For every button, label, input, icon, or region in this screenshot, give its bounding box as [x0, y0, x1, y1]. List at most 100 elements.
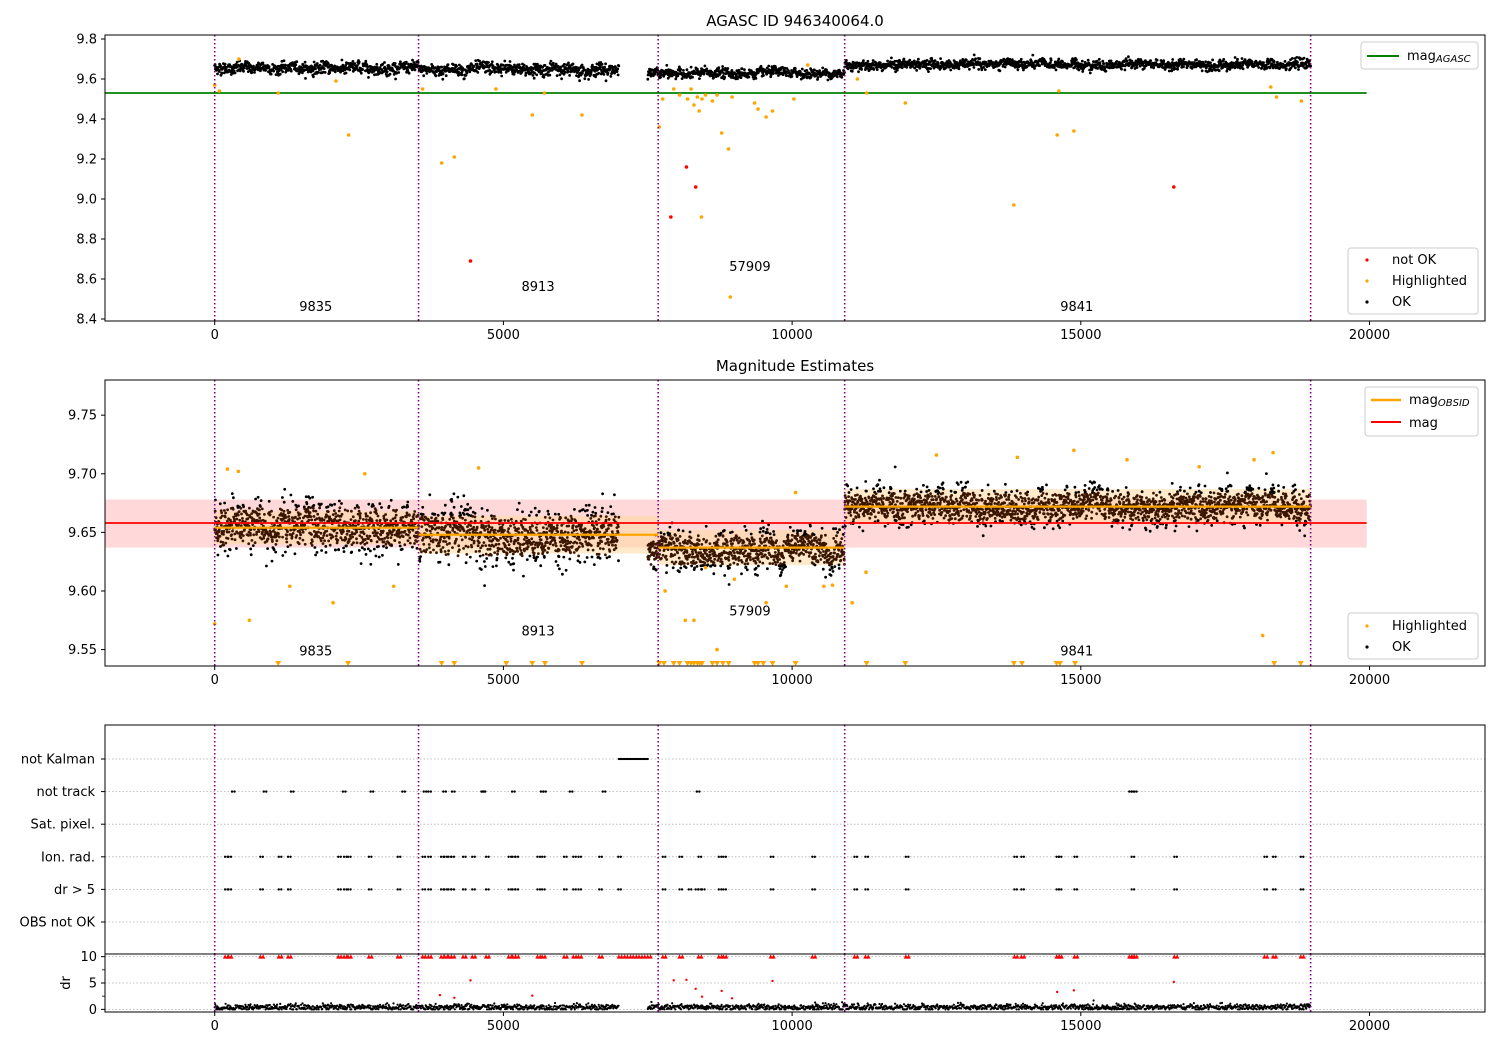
obsid-label: 9841 — [1060, 300, 1093, 315]
ok-point — [513, 63, 516, 67]
ok-point — [375, 540, 379, 544]
ok-point — [411, 545, 414, 549]
ok-point — [451, 526, 455, 530]
ok-point — [455, 64, 458, 68]
ok-point — [743, 68, 746, 71]
ok-point — [443, 511, 447, 515]
ok-point — [518, 546, 522, 549]
ok-point — [420, 550, 423, 554]
ok-point — [490, 526, 494, 530]
ok-point — [606, 511, 610, 514]
ok-point — [406, 505, 409, 509]
ok-point — [325, 529, 329, 533]
ok-point — [389, 498, 393, 502]
ok-point — [543, 515, 547, 519]
ok-point — [1080, 59, 1084, 63]
ok-point — [477, 541, 481, 544]
ok-point — [216, 537, 220, 540]
ok-point — [1003, 65, 1007, 69]
highlighted-point — [855, 77, 860, 81]
ok-point — [1155, 58, 1159, 62]
ok-point — [452, 516, 455, 520]
ok-point — [230, 537, 234, 541]
ok-point — [450, 513, 454, 517]
ok-point — [247, 542, 251, 546]
highlighted-point — [792, 97, 796, 101]
ok-point — [440, 65, 444, 69]
not-ok-point — [669, 215, 673, 219]
ok-point — [226, 554, 230, 558]
ok-point — [386, 536, 390, 540]
ok-point — [712, 76, 715, 79]
ok-point — [396, 563, 400, 566]
ok-point — [1296, 61, 1299, 64]
ok-point — [255, 530, 259, 534]
ok-point — [915, 69, 919, 72]
ok-point — [860, 68, 863, 71]
ok-point — [589, 517, 593, 520]
ok-point — [452, 505, 456, 509]
ok-point — [281, 535, 284, 539]
ok-point — [301, 538, 305, 542]
ok-point — [1101, 59, 1105, 63]
ok-point — [355, 537, 358, 541]
ok-point — [447, 563, 451, 567]
ok-point — [307, 518, 311, 522]
ok-point — [344, 537, 348, 541]
ok-point — [224, 541, 228, 545]
ok-point — [489, 553, 493, 557]
ok-point — [361, 68, 364, 71]
ok-point — [314, 553, 317, 557]
ok-point — [818, 69, 821, 72]
ok-point — [1272, 60, 1276, 64]
ok-point — [606, 71, 610, 75]
ok-point — [240, 512, 243, 516]
ok-point — [249, 533, 252, 537]
ok-point — [1115, 60, 1119, 63]
ok-point — [272, 548, 276, 552]
ok-point — [394, 513, 398, 517]
ok-point — [494, 543, 498, 546]
ok-point — [233, 532, 237, 536]
ok-point — [375, 65, 379, 69]
ok-point — [362, 518, 365, 521]
ok-point — [1054, 68, 1058, 72]
ok-point — [250, 71, 254, 74]
ok-point — [600, 510, 604, 513]
ok-point — [427, 543, 431, 546]
highlighted-point — [276, 91, 281, 95]
ok-point — [431, 540, 435, 544]
ok-point — [547, 70, 550, 74]
ok-point — [250, 539, 254, 542]
ok-point — [265, 564, 268, 568]
ok-point — [462, 547, 465, 550]
y-tick-label: 8.4 — [76, 313, 97, 328]
ok-point — [285, 533, 289, 537]
ok-point — [281, 554, 285, 557]
ok-point — [316, 70, 320, 74]
ok-point — [503, 519, 507, 522]
ok-point — [381, 62, 385, 66]
ok-point — [250, 512, 254, 515]
ok-point — [578, 79, 581, 83]
ok-point — [647, 557, 651, 561]
ok-point — [239, 536, 243, 540]
highlighted-point — [217, 89, 222, 93]
ok-point — [291, 532, 295, 535]
ok-point — [264, 69, 267, 72]
ok-point — [555, 74, 559, 77]
ok-point — [278, 72, 282, 76]
ok-point — [541, 65, 544, 69]
ok-point — [1290, 57, 1294, 60]
ok-point — [584, 540, 588, 544]
ok-point — [344, 71, 348, 75]
ok-point — [322, 67, 326, 70]
ok-point — [465, 553, 469, 556]
ok-point — [537, 509, 541, 513]
ok-point — [301, 530, 305, 534]
ok-point — [435, 551, 438, 555]
ok-point — [592, 536, 595, 540]
legend-not-ok-label: not OK — [1392, 253, 1437, 268]
ok-point — [617, 515, 621, 519]
ok-point — [562, 555, 566, 559]
